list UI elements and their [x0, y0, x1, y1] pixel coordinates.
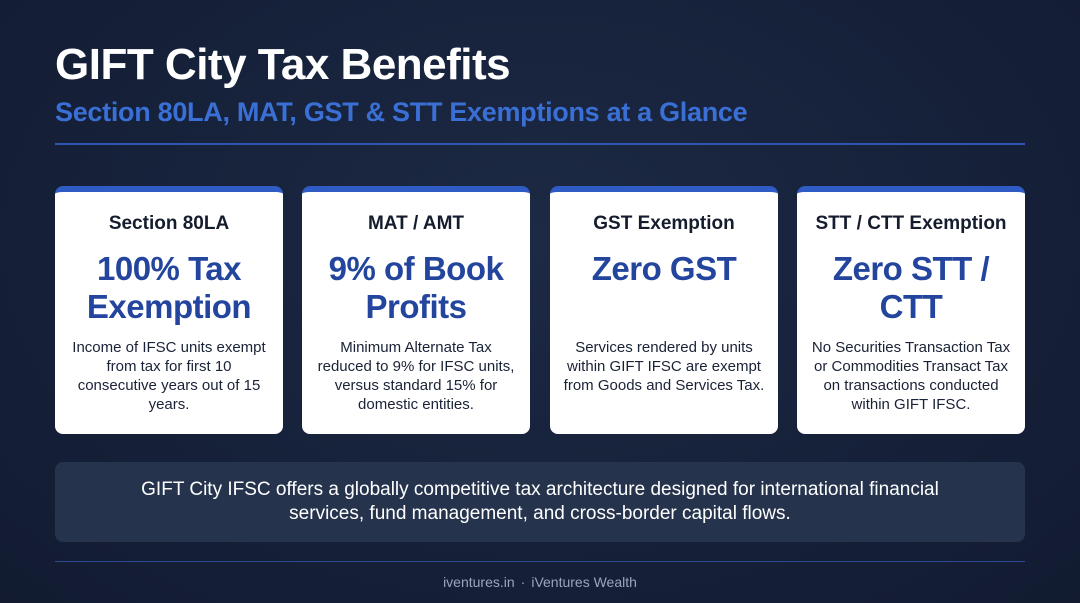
card-description: No Securities Transaction Tax or Commodi… — [811, 339, 1011, 413]
footer: iventures.in · iVentures Wealth — [0, 573, 1080, 591]
card-headline: Zero GST — [591, 250, 737, 287]
footer-separator: · — [520, 574, 526, 590]
card-description: Minimum Alternate Tax reduced to 9% for … — [317, 339, 515, 413]
card-headline: Zero STT / CTT — [832, 250, 990, 325]
page-title: GIFT City Tax Benefits — [55, 40, 511, 89]
card-section-80la: Section 80LA 100% Tax Exemption Income o… — [55, 186, 283, 434]
card-label: MAT / AMT — [367, 213, 465, 234]
header-divider — [55, 143, 1025, 145]
card-label: GST Exemption — [593, 213, 735, 234]
card-label: Section 80LA — [108, 213, 230, 234]
card-gst-exemption: GST Exemption Zero GST Services rendered… — [550, 186, 778, 434]
card-stt-ctt-exemption: STT / CTT Exemption Zero STT / CTT No Se… — [797, 186, 1025, 434]
summary-text: GIFT City IFSC offers a globally competi… — [141, 479, 939, 524]
card-mat-amt: MAT / AMT 9% of Book Profits Minimum Alt… — [302, 186, 530, 434]
card-label: STT / CTT Exemption — [815, 213, 1007, 234]
card-headline: 100% Tax Exemption — [86, 250, 252, 325]
footer-divider — [55, 561, 1025, 562]
benefit-cards: Section 80LA 100% Tax Exemption Income o… — [55, 186, 1025, 434]
card-headline: 9% of Book Profits — [328, 250, 504, 325]
page-subtitle: Section 80LA, MAT, GST & STT Exemptions … — [55, 97, 748, 127]
footer-brand: iVentures Wealth — [531, 574, 637, 590]
card-description: Income of IFSC units exempt from tax for… — [72, 339, 266, 413]
card-description: Services rendered by units within GIFT I… — [563, 339, 765, 394]
footer-site-link[interactable]: iventures.in — [443, 574, 515, 590]
summary-box: GIFT City IFSC offers a globally competi… — [55, 462, 1025, 542]
